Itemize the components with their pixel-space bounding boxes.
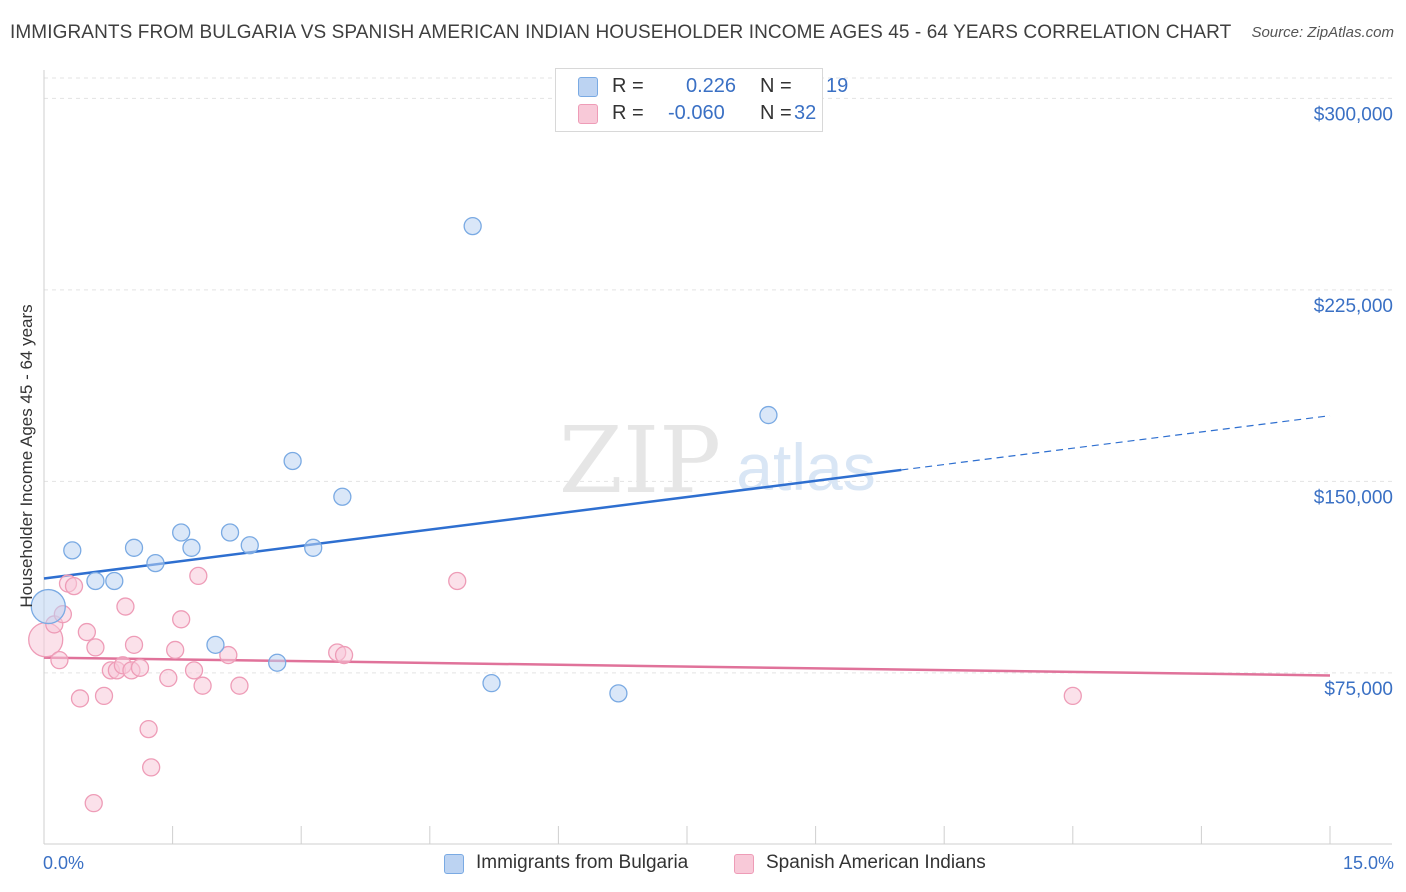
point-bulgaria <box>609 684 628 703</box>
x-tick-label-max: 15.0% <box>1342 853 1394 873</box>
y-tick-label: $75,000 <box>1324 679 1393 700</box>
point-bulgaria <box>63 541 82 560</box>
point-bulgaria <box>124 538 144 557</box>
y-tick-label: $300,000 <box>1314 104 1393 125</box>
legend-swatch-bulgaria <box>578 77 598 97</box>
axes <box>43 70 1392 845</box>
point-spanish-american-indians <box>219 645 238 665</box>
point-spanish-american-indians <box>84 793 103 813</box>
trend-line-spanish-american-indians <box>43 656 1331 677</box>
y-tick-label: $150,000 <box>1314 487 1393 508</box>
point-spanish-american-indians <box>64 576 84 596</box>
x-tick-label-min: 0.0% <box>43 853 85 873</box>
trend-line-bulgaria-extension <box>901 415 1331 471</box>
point-spanish-american-indians <box>334 645 354 665</box>
legend-r-value-bulgaria: 0.226 <box>686 75 737 97</box>
trend-line-bulgaria <box>43 468 902 580</box>
point-spanish-american-indians <box>184 661 204 680</box>
point-bulgaria <box>146 553 165 573</box>
point-bulgaria <box>463 216 482 236</box>
point-bulgaria <box>759 405 778 425</box>
point-spanish-american-indians <box>130 658 150 677</box>
legend-n-value-bulgaria: 19 <box>826 75 849 97</box>
correlation-legend: R = 0.226 N = 19 R = -0.060 N = 32 <box>555 68 848 132</box>
legend-n-label: N = <box>760 75 792 97</box>
trend-lines <box>43 415 1331 677</box>
legend-n-value-spanish-american-indians: 32 <box>794 102 817 124</box>
point-spanish-american-indians <box>124 635 144 654</box>
point-bulgaria <box>268 653 287 672</box>
point-bulgaria <box>482 673 501 693</box>
legend-n-label: N = <box>760 102 792 124</box>
point-bulgaria <box>86 571 105 591</box>
point-spanish-american-indians <box>172 610 191 629</box>
point-spanish-american-indians <box>94 686 114 706</box>
legend-r-value-spanish-american-indians: -0.060 <box>668 102 725 124</box>
y-axis-label: Householder Income Ages 45 - 64 years <box>17 304 36 608</box>
point-spanish-american-indians <box>70 689 90 708</box>
point-bulgaria <box>333 487 352 506</box>
legend-r-label: R = <box>612 102 644 124</box>
point-bulgaria <box>182 538 201 557</box>
chart-title: IMMIGRANTS FROM BULGARIA VS SPANISH AMER… <box>10 22 1232 43</box>
point-bulgaria <box>206 635 225 654</box>
source-label: Source: ZipAtlas.com <box>1251 24 1394 41</box>
point-bulgaria <box>283 451 302 471</box>
bottom-legend-label-bulgaria: Immigrants from Bulgaria <box>476 852 689 873</box>
point-bulgaria <box>105 571 124 591</box>
watermark: ZIP atlas <box>559 407 876 514</box>
watermark-atlas: atlas <box>736 430 875 504</box>
point-spanish-american-indians <box>50 651 69 670</box>
data-points <box>28 216 1082 813</box>
point-bulgaria <box>304 538 323 557</box>
point-spanish-american-indians <box>86 638 105 657</box>
point-bulgaria <box>240 536 259 555</box>
y-tick-label: $225,000 <box>1314 296 1393 317</box>
legend-swatch-spanish-american-indians <box>578 104 598 124</box>
point-spanish-american-indians <box>193 676 212 695</box>
bottom-legend-label-spanish-american-indians: Spanish American Indians <box>766 852 986 873</box>
y-tick-labels: $75,000 $150,000 $225,000 $300,000 <box>1314 104 1393 700</box>
bottom-legend-swatch-spanish-american-indians <box>734 854 754 874</box>
point-spanish-american-indians <box>1063 686 1082 706</box>
point-bulgaria <box>220 523 240 542</box>
point-spanish-american-indians <box>142 758 161 777</box>
point-bulgaria <box>30 588 66 625</box>
point-spanish-american-indians <box>448 571 467 591</box>
point-spanish-american-indians <box>77 622 97 642</box>
grid-lines <box>44 77 1392 674</box>
point-spanish-american-indians <box>139 719 158 739</box>
point-spanish-american-indians <box>166 640 185 660</box>
watermark-zip: ZIP <box>559 407 721 514</box>
point-spanish-american-indians <box>159 668 178 688</box>
point-bulgaria <box>172 523 191 542</box>
point-spanish-american-indians <box>116 597 135 616</box>
bottom-legend-swatch-bulgaria <box>444 854 464 874</box>
legend-r-label: R = <box>612 75 644 97</box>
point-spanish-american-indians <box>189 566 208 586</box>
point-spanish-american-indians <box>230 676 249 695</box>
